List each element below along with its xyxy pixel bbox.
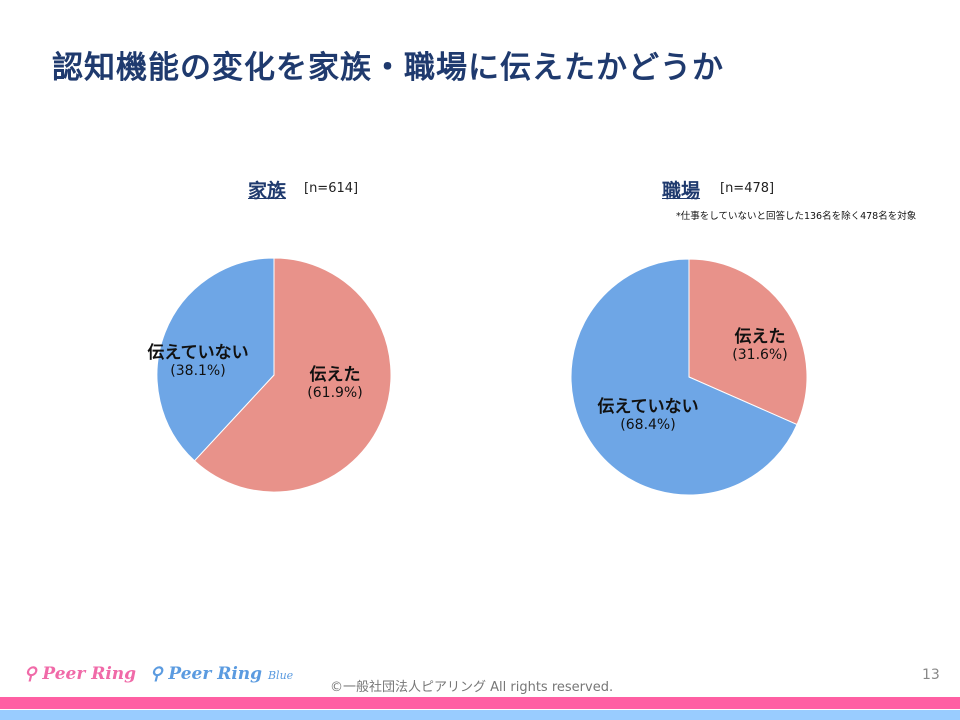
n-label-family: [n=614] [304,181,359,196]
chart-title-family: 家族 [248,180,287,202]
page-title: 認知機能の変化を家族・職場に伝えたかどうか [52,50,724,86]
slice-label-family-told: 伝えた (61.9%) [307,365,363,401]
pie-slice-not-told [156,257,275,462]
pie-slice-told [193,257,392,493]
pie-slice-not-told [570,258,798,496]
footnote: *仕事をしていないと回答した136名を除く478名を対象 [676,211,917,222]
slice-label-workplace-not-told: 伝えていない (68.4%) [597,397,699,433]
pie-family [156,257,392,493]
peer-ring-blue-logo: ⚲ Peer Ring Blue [150,664,294,684]
slice-label-workplace-told: 伝えた (31.6%) [732,327,788,363]
n-label-workplace: [n=478] [720,181,775,196]
peer-ring-logo: ⚲ Peer Ring [24,664,137,684]
pie-slice-told [688,258,808,426]
footer-bar-pink [0,697,960,709]
footer-bar-blue [0,710,960,720]
page-number: 13 [922,667,940,683]
pie-workplace [570,258,808,496]
copyright: ©一般社団法人ピアリング All rights reserved. [330,680,614,695]
slice-label-family-not-told: 伝えていない (38.1%) [147,343,249,379]
chart-title-workplace: 職場 [662,180,701,202]
